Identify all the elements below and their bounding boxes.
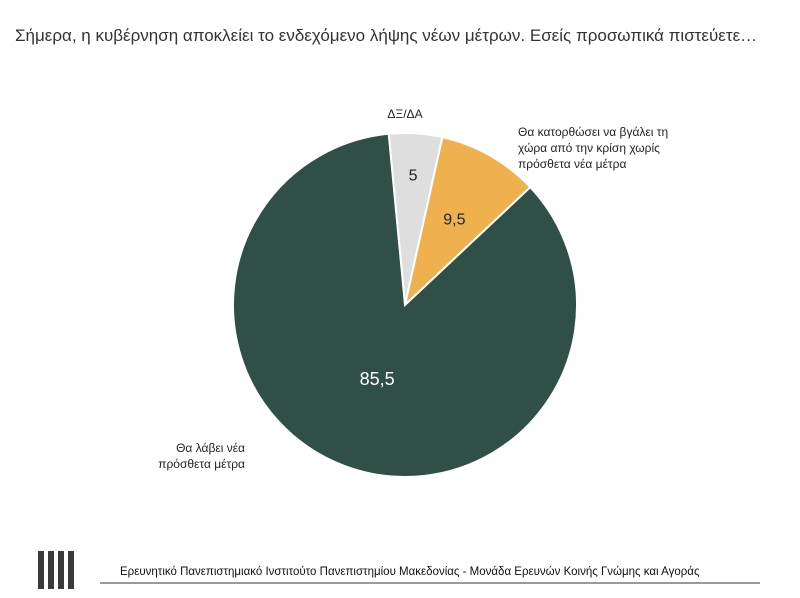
slice-value-label-1: 5 — [409, 168, 418, 185]
slice-category-label-3: Θα λάβει νέα πρόσθετα μέτρα — [158, 441, 245, 471]
slice-category-label-2: Θα κατορθώσει να βγάλει τη χώρα από την κ… — [518, 125, 668, 171]
slice-value-label-3: 85,5 — [360, 369, 395, 389]
footer-divider — [100, 582, 760, 584]
pie-slice-3 — [232, 132, 578, 478]
footer-source: Ερευνητικό Πανεπιστημιακό Ινστιτούτο Παν… — [120, 566, 700, 578]
footer: Ερευνητικό Πανεπιστημιακό Ινστιτούτο Παν… — [0, 545, 800, 598]
slice-value-label-2: 9,5 — [443, 211, 465, 228]
institute-logo — [38, 551, 74, 589]
pie-chart: 5 ΔΞ/ΔΑ 9,5 Θα κατορθώσει να βγάλει τη χώρα … — [158, 107, 668, 478]
chart-title: Σήμερα, η κυβέρνηση αποκλείει το ενδεχόμ… — [15, 26, 758, 45]
pie-slice-2 — [403, 135, 532, 308]
slice-category-label-1: ΔΞ/ΔΑ — [387, 107, 422, 121]
